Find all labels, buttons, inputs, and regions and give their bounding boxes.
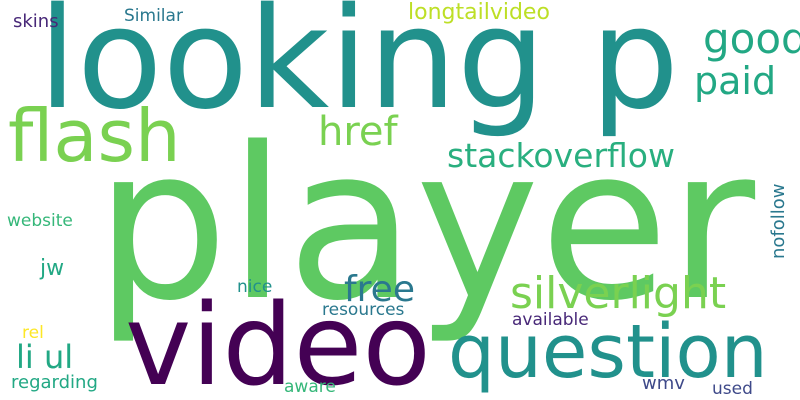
word-good: good bbox=[703, 14, 800, 63]
word-longtailvideo: longtailvideo bbox=[408, 0, 550, 25]
word-regarding: regarding bbox=[11, 372, 98, 393]
word-href: href bbox=[318, 109, 398, 155]
word-player: player bbox=[95, 102, 756, 347]
word-resources: resources bbox=[322, 300, 405, 320]
word-flash: flash bbox=[8, 94, 181, 178]
word-wmv: wmv bbox=[642, 373, 685, 394]
word-nofollow: nofollow bbox=[768, 183, 789, 259]
word-stackoverflow: stackoverflow bbox=[447, 136, 675, 175]
word-skins: skins bbox=[13, 11, 59, 32]
word-paid: paid bbox=[694, 59, 777, 103]
word-looking-p: looking p bbox=[38, 0, 680, 141]
word-jw: jw bbox=[40, 256, 65, 281]
word-used: used bbox=[712, 379, 753, 399]
word-nice: nice bbox=[237, 277, 273, 297]
word-rel: rel bbox=[22, 323, 44, 343]
word-video: video bbox=[125, 281, 431, 400]
word-free: free bbox=[344, 269, 415, 310]
word-question: question bbox=[448, 309, 768, 395]
word-silverlight: silverlight bbox=[510, 268, 727, 319]
word-website: website bbox=[7, 211, 73, 231]
word-available: available bbox=[512, 310, 589, 330]
word-aware: aware bbox=[284, 377, 336, 397]
word-li-ul: li ul bbox=[16, 338, 74, 376]
word-similar: Similar bbox=[124, 6, 183, 26]
